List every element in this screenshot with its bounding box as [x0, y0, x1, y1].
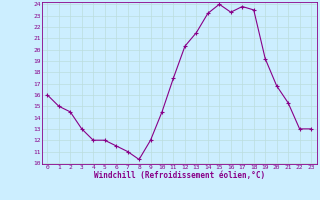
X-axis label: Windchill (Refroidissement éolien,°C): Windchill (Refroidissement éolien,°C) — [94, 171, 265, 180]
